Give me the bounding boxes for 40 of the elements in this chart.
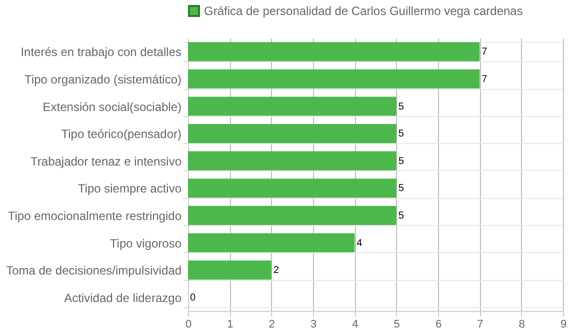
- bar: [188, 69, 480, 89]
- bar: [188, 124, 396, 144]
- x-tick-label: 7: [477, 318, 484, 330]
- x-tick-label: 2: [268, 318, 275, 330]
- x-tick-label: 0: [185, 318, 192, 330]
- y-tick-label: Tipo emocionalmente restringido: [8, 208, 182, 223]
- y-tick-label: Toma de decisiones/impulsividad: [6, 264, 182, 278]
- legend-label: Gráfica de personalidad de Carlos Guillermo vega cardenas: [204, 4, 523, 18]
- y-tick-label: Actividad de liderazgo: [64, 290, 182, 305]
- data-label: 4: [356, 238, 363, 249]
- y-tick-label: Tipo siempre activo: [78, 182, 182, 196]
- x-tick-label: 3: [310, 318, 317, 330]
- data-label: 2: [273, 265, 280, 276]
- y-tick-label: Extensión social(sociable): [42, 100, 182, 114]
- y-tick-label: Tipo organizado (sistemático): [24, 72, 182, 86]
- y-tick-label: Tipo teórico(pensador): [61, 127, 182, 142]
- data-label: 5: [398, 101, 404, 112]
- data-label: 0: [190, 292, 196, 304]
- data-label: 7: [482, 46, 488, 58]
- y-tick-label: Interés en trabajo con detalles: [20, 45, 182, 60]
- bar: [188, 42, 480, 62]
- y-tick-label: Trabajador tenaz e intensivo: [30, 154, 182, 168]
- x-tick-label: 8: [518, 318, 525, 330]
- bar: [188, 178, 396, 198]
- data-label: 5: [398, 210, 404, 222]
- bar: [188, 151, 396, 170]
- data-label: 5: [398, 183, 404, 194]
- x-tick-label: 1: [227, 318, 234, 330]
- data-label: 5: [398, 156, 404, 167]
- y-tick-label: Tipo vigoroso: [110, 236, 182, 250]
- bar: [188, 206, 396, 226]
- x-tick-label: 5: [394, 318, 400, 330]
- data-label: 7: [482, 74, 488, 85]
- bar: [188, 96, 396, 116]
- bar: [188, 260, 272, 280]
- x-tick-label: 6: [435, 318, 442, 330]
- x-tick-label: 4: [352, 318, 358, 330]
- data-label: 5: [398, 128, 404, 140]
- bar: [188, 233, 355, 252]
- x-tick-label: 9: [560, 318, 567, 330]
